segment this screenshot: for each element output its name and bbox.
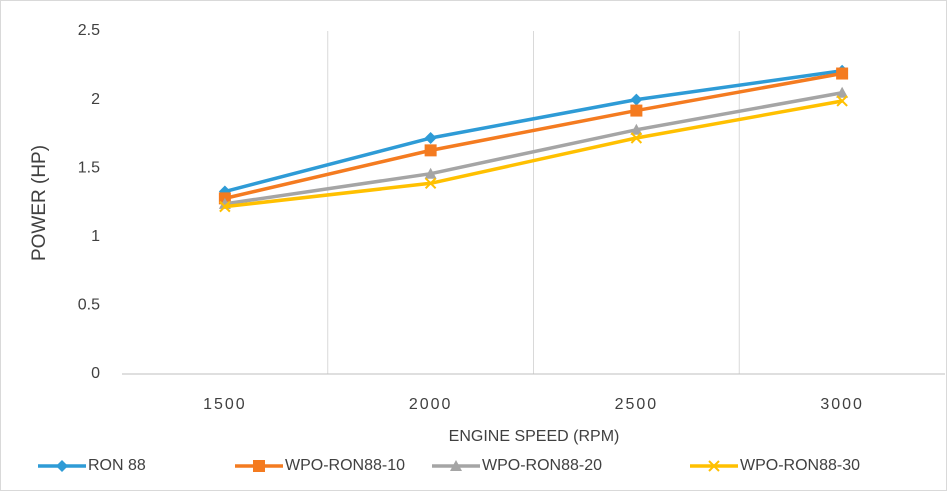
marker	[219, 200, 231, 213]
y-tick-label: 0	[91, 365, 100, 382]
marker	[708, 460, 720, 472]
x-tick-label: 2500	[615, 396, 659, 413]
marker	[630, 132, 643, 144]
legend-item: WPO-RON88-30	[690, 457, 860, 474]
y-axis-title: POWER (HP)	[29, 145, 50, 261]
y-tick-label: 2	[91, 91, 100, 108]
series-line	[224, 99, 843, 209]
marker	[836, 86, 849, 98]
marker	[424, 132, 437, 145]
legend-item: RON 88	[38, 457, 146, 474]
marker	[424, 177, 437, 189]
series-line	[224, 91, 843, 206]
x-tick-label: 1500	[203, 396, 247, 413]
marker	[836, 67, 849, 80]
legend-label: RON 88	[88, 457, 146, 474]
series-line	[224, 71, 843, 201]
y-tick-label: 1	[91, 228, 100, 245]
y-tick-label: 0.5	[78, 297, 100, 314]
x-tick-label: 2000	[409, 396, 453, 413]
legend-label: WPO-RON88-20	[482, 457, 602, 474]
marker	[253, 460, 265, 472]
marker	[450, 460, 462, 471]
x-axis-title: ENGINE SPEED (RPM)	[449, 428, 620, 445]
marker	[630, 93, 643, 106]
marker	[56, 460, 68, 472]
marker	[836, 95, 848, 107]
legend-item: WPO-RON88-10	[235, 457, 405, 474]
marker	[424, 144, 437, 157]
marker	[630, 104, 643, 117]
x-tick-label: 3000	[820, 396, 864, 413]
legend-item: WPO-RON88-20	[432, 457, 602, 474]
legend-label: WPO-RON88-10	[285, 457, 405, 474]
marker	[630, 123, 643, 135]
y-tick-label: 2.5	[78, 22, 100, 39]
legend-label: WPO-RON88-30	[740, 457, 860, 474]
marker	[424, 167, 437, 179]
y-tick-label: 1.5	[78, 159, 100, 176]
series-line	[224, 69, 843, 194]
